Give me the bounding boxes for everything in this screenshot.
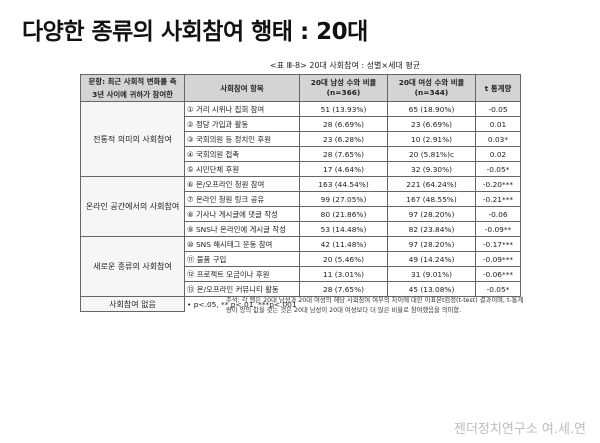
male-cell: 11 (3.01%): [299, 266, 388, 282]
female-cell: 97 (28.20%): [387, 206, 476, 222]
t-stat-cell: -0.05*: [475, 161, 521, 177]
item-cell: ④ 국회의원 접촉: [184, 146, 300, 162]
group-label: 전통적 의미의 사회참여: [80, 101, 185, 177]
table-row: 전통적 의미의 사회참여 ① 거리 시위나 집회 참여 51 (13.93%) 65 …: [80, 101, 521, 177]
male-cell: 51 (13.93%): [299, 101, 388, 117]
table-row: ④ 국회의원 접촉 28 (7.65%) 20 (5.81%)c 0.02: [81, 146, 521, 162]
table-header-row: 문항: 최근 사회적 변화를 축 3년 사이에 귀하가 참여한 사회참여 항목 …: [80, 74, 521, 102]
male-cell: 163 (44.54%): [299, 176, 388, 192]
item-cell: ⑬ 온/오프라인 커뮤니티 활동: [184, 281, 300, 297]
table-row: ⑪ 불품 구입 20 (5.46%) 49 (14.24%) -0.09***: [81, 251, 521, 267]
t-stat-cell: -0.21***: [475, 191, 521, 207]
female-cell: 65 (18.90%): [387, 101, 476, 117]
item-cell: ⑦ 온라인 청원 링크 공유: [184, 191, 300, 207]
t-stat-cell: -0.09***: [475, 251, 521, 267]
item-cell: ① 거리 시위나 집회 참여: [184, 101, 300, 117]
header-t: t 통계량: [475, 74, 521, 102]
male-cell: 53 (14.48%): [299, 221, 388, 237]
item-cell: ③ 국회의원 등 정치인 후원: [184, 131, 300, 147]
participation-table: 문항: 최근 사회적 변화를 축 3년 사이에 귀하가 참여한 사회참여 항목 …: [80, 74, 521, 312]
item-cell: ⑨ SNS나 온라인에 게시글 작성: [184, 221, 300, 237]
table-row: ⑫ 프로젝트 모금이나 후원 11 (3.01%) 31 (9.01%) -0.06*…: [81, 266, 521, 282]
male-cell: 20 (5.46%): [299, 251, 388, 267]
female-cell: 49 (14.24%): [387, 251, 476, 267]
t-stat-cell: -0.20***: [475, 176, 521, 192]
male-cell: 99 (27.05%): [299, 191, 388, 207]
table-row: 새로운 종류의 사회참여 ⑩ SNS 해시태그 운동 참여 42 (11.48%) 9…: [80, 236, 521, 297]
no-participation-label: 사회참여 없음: [80, 296, 185, 312]
significance-legend: • p<.05, ** p<.01, ***p<.001: [184, 296, 521, 312]
watermark: 젠더정치연구소 여.세.연: [454, 422, 586, 437]
female-cell: 82 (23.84%): [387, 221, 476, 237]
female-cell: 97 (28.20%): [387, 236, 476, 252]
t-stat-cell: 0.02: [475, 146, 521, 162]
female-cell: 20 (5.81%)c: [387, 146, 476, 162]
male-cell: 80 (21.86%): [299, 206, 388, 222]
table-row: ⑧ 기사나 게시글에 댓글 작성 80 (21.86%) 97 (28.20%) -0…: [81, 206, 521, 222]
female-cell: 221 (64.24%): [387, 176, 476, 192]
table-row: ⑦ 온라인 청원 링크 공유 99 (27.05%) 167 (48.55%) -0.…: [81, 191, 521, 207]
t-stat-cell: -0.09**: [475, 221, 521, 237]
group-label: 새로운 종류의 사회참여: [80, 236, 185, 297]
table-row: 온라인 공간에서의 사회참여 ⑥ 온/오프라인 청원 참여 163 (44.54%)…: [80, 176, 521, 237]
female-cell: 167 (48.55%): [387, 191, 476, 207]
item-cell: ⑪ 불품 구입: [184, 251, 300, 267]
male-cell: 23 (6.28%): [299, 131, 388, 147]
table-row: ⑬ 온/오프라인 커뮤니티 활동 28 (7.65%) 45 (13.08%) -0.…: [81, 281, 521, 297]
t-stat-cell: -0.17***: [475, 236, 521, 252]
t-stat-cell: -0.05*: [475, 281, 521, 297]
male-cell: 28 (7.65%): [299, 281, 388, 297]
item-cell: ② 정당 가입과 활동: [184, 116, 300, 132]
t-stat-cell: 0.01: [475, 116, 521, 132]
male-cell: 42 (11.48%): [299, 236, 388, 252]
no-participation-row: 사회참여 없음 • p<.05, ** p<.01, ***p<.001: [80, 296, 521, 312]
corner-line-2: 3년 사이에 귀하가 참여한: [92, 90, 173, 99]
female-cell: 45 (13.08%): [387, 281, 476, 297]
page-title: 다양한 종류의 사회참여 행태 : 20대: [22, 19, 368, 45]
male-cell: 28 (7.65%): [299, 146, 388, 162]
item-cell: ⑩ SNS 해시태그 운동 참여: [184, 236, 300, 252]
header-male: 20대 남성 수와 비율 (n=366): [299, 74, 388, 102]
female-cell: 10 (2.91%): [387, 131, 476, 147]
female-cell: 23 (6.69%): [387, 116, 476, 132]
table-note: 주석: 각 행은 20대 남성과 20대 여성의 해당 사회참여 여부의 차이에…: [226, 297, 524, 314]
item-cell: ⑫ 프로젝트 모금이나 후원: [184, 266, 300, 282]
female-cell: 32 (9.30%): [387, 161, 476, 177]
table-caption: <표 Ⅲ-8> 20대 사회참여 : 성별×세대 평균: [270, 61, 421, 70]
group-label: 온라인 공간에서의 사회참여: [80, 176, 185, 237]
item-cell: ⑤ 시민단체 후원: [184, 161, 300, 177]
header-corner: 문항: 최근 사회적 변화를 축 3년 사이에 귀하가 참여한: [80, 74, 185, 102]
table-row: ② 정당 가입과 활동 28 (6.69%) 23 (6.69%) 0.01: [81, 116, 521, 132]
t-stat-cell: -0.06: [475, 206, 521, 222]
corner-line-1: 문항: 최근 사회적 변화를 축: [88, 77, 177, 86]
female-cell: 31 (9.01%): [387, 266, 476, 282]
header-item: 사회참여 항목: [184, 74, 300, 102]
t-stat-cell: -0.06***: [475, 266, 521, 282]
t-stat-cell: 0.03*: [475, 131, 521, 147]
header-female: 20대 여성 수와 비율 (n=344): [387, 74, 476, 102]
item-cell: ⑥ 온/오프라인 청원 참여: [184, 176, 300, 192]
male-cell: 28 (6.69%): [299, 116, 388, 132]
item-cell: ⑧ 기사나 게시글에 댓글 작성: [184, 206, 300, 222]
male-cell: 17 (4.64%): [299, 161, 388, 177]
t-stat-cell: -0.05: [475, 101, 521, 117]
